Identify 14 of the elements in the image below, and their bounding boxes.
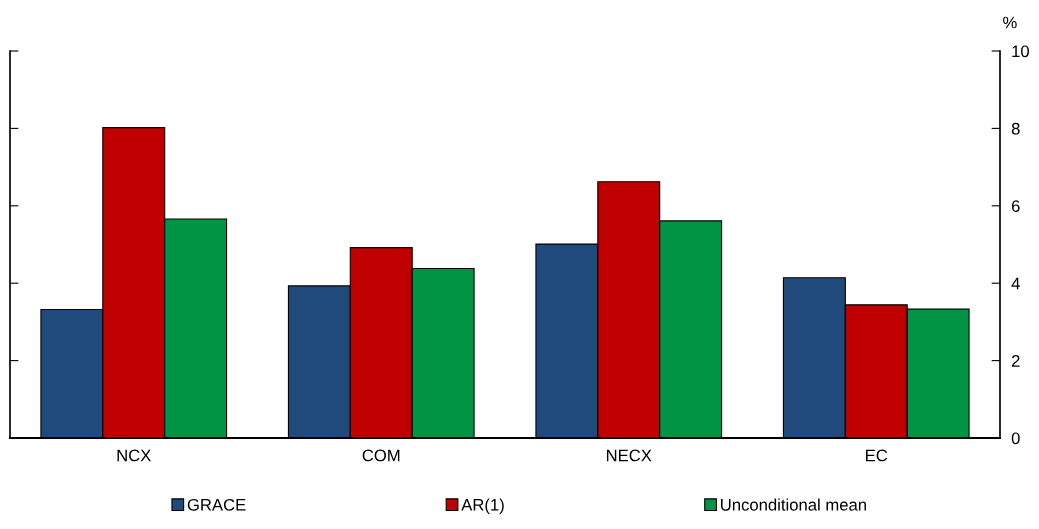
- legend-label: AR(1): [461, 498, 504, 514]
- y-tick-label: 0: [1011, 432, 1020, 445]
- y-axis-title: %: [1003, 16, 1017, 29]
- y-tick-label: 6: [1011, 200, 1020, 212]
- legend-label: GRACE: [187, 498, 246, 511]
- y-tick-label: 4: [1011, 277, 1020, 290]
- x-tick-label: NCX: [117, 449, 151, 462]
- x-tick-label: COM: [362, 449, 400, 462]
- x-tick-label: NECX: [606, 449, 652, 462]
- x-tick-label: EC: [866, 449, 888, 462]
- y-tick-label: 10: [1012, 45, 1029, 58]
- legend-label: Unconditional mean: [721, 498, 866, 511]
- y-tick-label: 8: [1011, 122, 1020, 135]
- y-tick-label: 2: [1011, 355, 1020, 367]
